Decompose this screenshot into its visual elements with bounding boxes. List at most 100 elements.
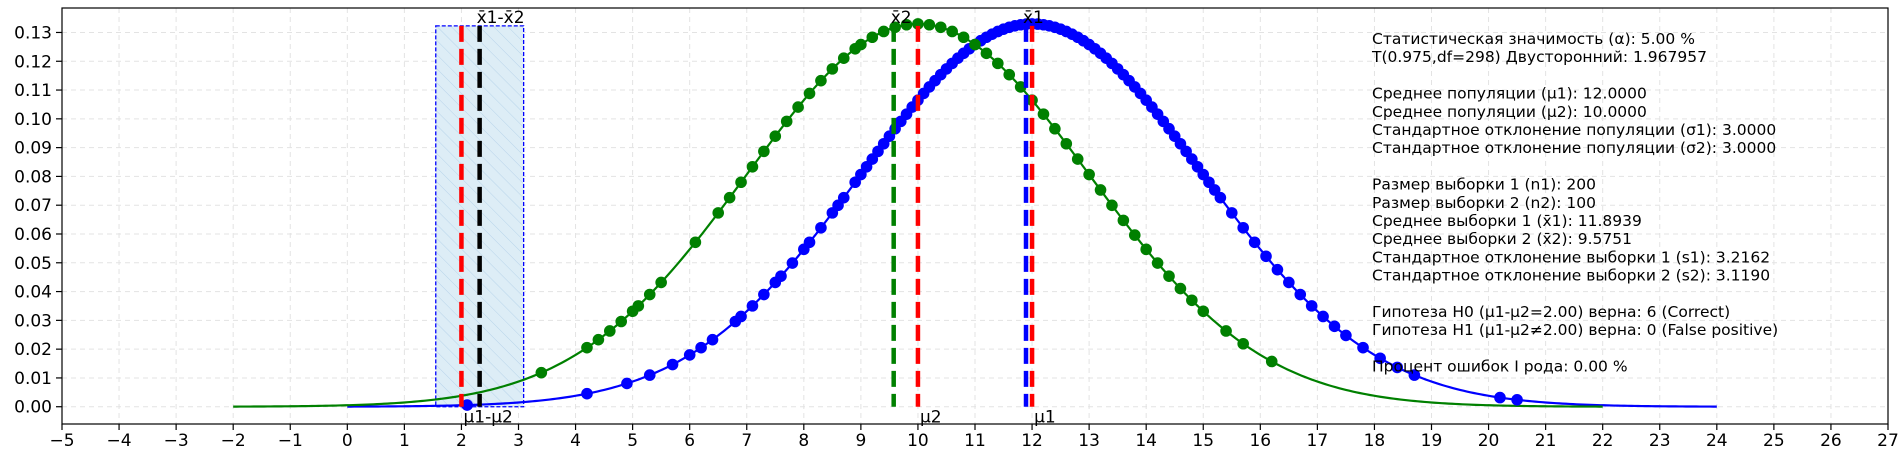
sample-point-2	[1197, 305, 1210, 318]
y-tick-label: 0.12	[14, 52, 52, 72]
info-line: Размер выборки 2 (n2): 100	[1372, 194, 1596, 212]
sample-point-2	[792, 101, 804, 113]
y-tick-label: 0.08	[14, 167, 52, 187]
sample-point-2	[1117, 214, 1130, 227]
sample-point-1	[746, 300, 759, 312]
sample-point-2	[923, 18, 936, 31]
x-tick-label: 18	[1364, 431, 1386, 451]
sample-point-2	[1151, 257, 1164, 269]
sample-point-1	[581, 387, 593, 400]
sample-point-2	[969, 38, 981, 51]
sample-point-2	[735, 176, 747, 189]
y-tick-label: 0.01	[14, 369, 52, 389]
sample-point-2	[615, 315, 628, 328]
info-panel: Статистическая значимость (α): 5.00 %T(0…	[1371, 30, 1778, 376]
sample-point-2	[1083, 168, 1095, 181]
sample-point-1	[1328, 320, 1341, 333]
sample-point-2	[815, 74, 827, 87]
x-tick-label: −2	[221, 431, 246, 451]
x-tick-label: 26	[1820, 431, 1842, 451]
info-line: Статистическая значимость (α): 5.00 %	[1372, 30, 1695, 48]
y-tick-label: 0.00	[14, 398, 52, 418]
x-tick-label: 24	[1706, 431, 1728, 451]
sample-point-2	[1049, 122, 1061, 135]
x-tick-label: 20	[1478, 431, 1500, 451]
sample-point-2	[1106, 199, 1118, 212]
sample-point-2	[592, 333, 605, 346]
sample-point-1	[815, 221, 827, 234]
sample-point-2	[746, 160, 759, 173]
y-tick-label: 0.13	[14, 23, 52, 43]
sample-point-1	[1271, 263, 1284, 276]
x-tick-label: 16	[1249, 431, 1271, 451]
sample-point-1	[786, 257, 799, 269]
sample-point-2	[780, 115, 793, 128]
sample-point-1	[758, 288, 770, 301]
sample-point-2	[712, 207, 725, 219]
sample-point-2	[946, 25, 958, 38]
sample-point-1	[666, 358, 679, 371]
sample-point-2	[980, 47, 993, 60]
sample-point-1	[621, 377, 633, 390]
sample-point-2	[758, 145, 770, 158]
sample-point-1	[1260, 250, 1272, 263]
sample-point-2	[1128, 229, 1141, 241]
sample-point-2	[1237, 337, 1249, 350]
sample-point-2	[1071, 153, 1084, 165]
sample-point-2	[1037, 108, 1050, 120]
x-tick-label: 15	[1192, 431, 1214, 451]
x-tick-label: 9	[855, 431, 866, 451]
x-tick-label: 0	[342, 431, 353, 451]
axes: −5 −4 −3 −2 −1 0 1 2 3 4 5 6 7 8 9 10 11 12 13 14 15 16 17 18 19…	[14, 7, 1899, 451]
x-tick-label: 7	[741, 431, 752, 451]
sample-point-2	[1163, 270, 1175, 282]
sample-point-2	[655, 276, 667, 289]
sample-point-2	[837, 52, 850, 64]
sample-point-2	[957, 31, 970, 44]
x-tick-label: 2	[456, 431, 467, 451]
info-line: Среднее выборки 2 (x̄2): 9.5751	[1372, 230, 1632, 248]
sample-point-2	[769, 130, 782, 142]
info-line: Стандартное отклонение популяции (σ2): 3…	[1372, 139, 1776, 157]
sample-point-2	[803, 87, 816, 100]
x-tick-label: 4	[570, 431, 581, 451]
x-tick-label: 17	[1307, 431, 1329, 451]
sample-point-1	[695, 341, 707, 354]
vline-label-1: μ2	[920, 408, 942, 428]
y-tick-label: 0.02	[14, 340, 52, 360]
x-tick-label: 3	[513, 431, 524, 451]
x-tick-label: −1	[278, 431, 303, 451]
sample-point-1	[1214, 191, 1227, 204]
x-tick-label: 13	[1078, 431, 1100, 451]
vline-label-2: x̄2	[891, 8, 912, 28]
sample-point-1	[1248, 236, 1261, 249]
sample-point-1	[803, 236, 816, 249]
vline-label-3: μ1	[1034, 408, 1056, 428]
sample-point-1	[1374, 352, 1386, 365]
sample-point-1	[1494, 391, 1506, 404]
sample-points	[461, 18, 1523, 411]
sample-point-1	[683, 349, 696, 361]
info-line: Среднее популяции (μ2): 10.0000	[1372, 103, 1647, 121]
x-tick-label: 10	[907, 431, 929, 451]
info-line: Стандартное отклонение популяции (σ1): 3…	[1372, 121, 1776, 139]
x-tick-label: 22	[1592, 431, 1614, 451]
vline-label-4: x̄1	[1023, 8, 1044, 28]
x-tick-label: 27	[1877, 431, 1899, 451]
sample-point-2	[1265, 355, 1278, 368]
y-tick-label: 0.03	[14, 311, 52, 331]
sample-point-2	[604, 325, 616, 337]
sample-point-2	[1014, 81, 1027, 93]
vline-label-5: μ1-μ2	[463, 408, 512, 428]
sample-point-1	[1408, 369, 1421, 381]
sample-point-1	[1391, 361, 1404, 374]
sample-point-2	[581, 341, 593, 354]
info-line: T(0.975,df=298) Двусторонний: 1.967957	[1371, 48, 1707, 66]
x-tick-label: 8	[798, 431, 809, 451]
y-tick-label: 0.06	[14, 225, 52, 245]
sample-point-1	[837, 191, 850, 204]
info-line: Размер выборки 1 (n1): 200	[1372, 176, 1596, 194]
y-tick-label: 0.05	[14, 254, 52, 274]
sample-point-1	[706, 333, 719, 346]
sample-point-2	[826, 63, 839, 75]
